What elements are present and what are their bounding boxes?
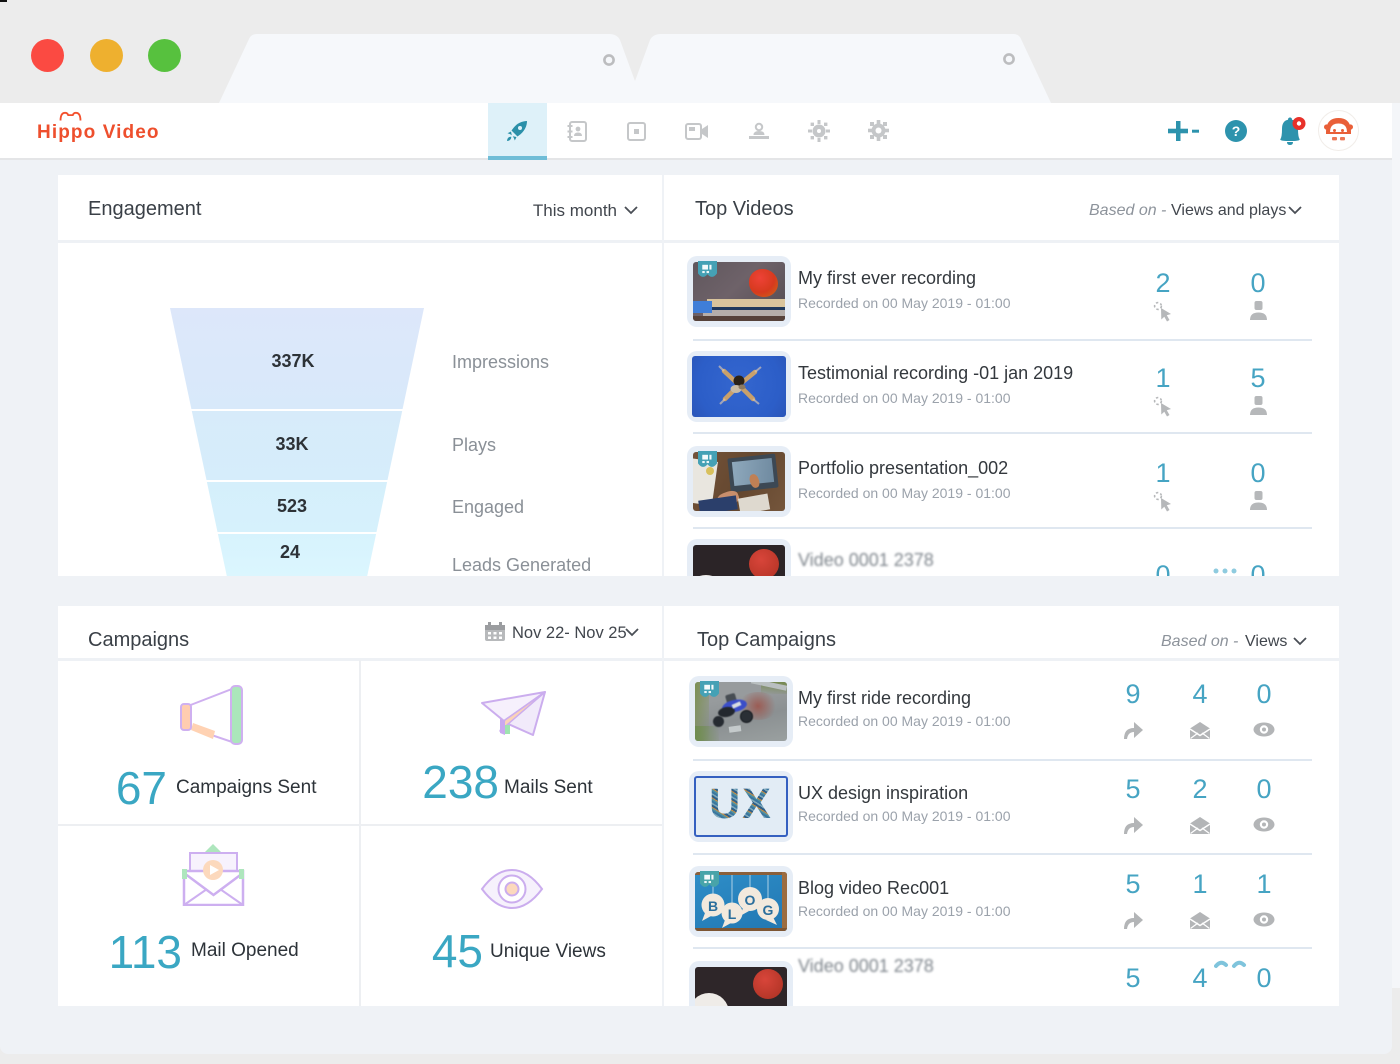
svg-text:G: G bbox=[763, 902, 774, 918]
svg-text:B: B bbox=[708, 898, 718, 914]
svg-text:O: O bbox=[745, 892, 756, 908]
svg-text:L: L bbox=[728, 906, 737, 922]
svg-text:?: ? bbox=[1232, 123, 1241, 139]
